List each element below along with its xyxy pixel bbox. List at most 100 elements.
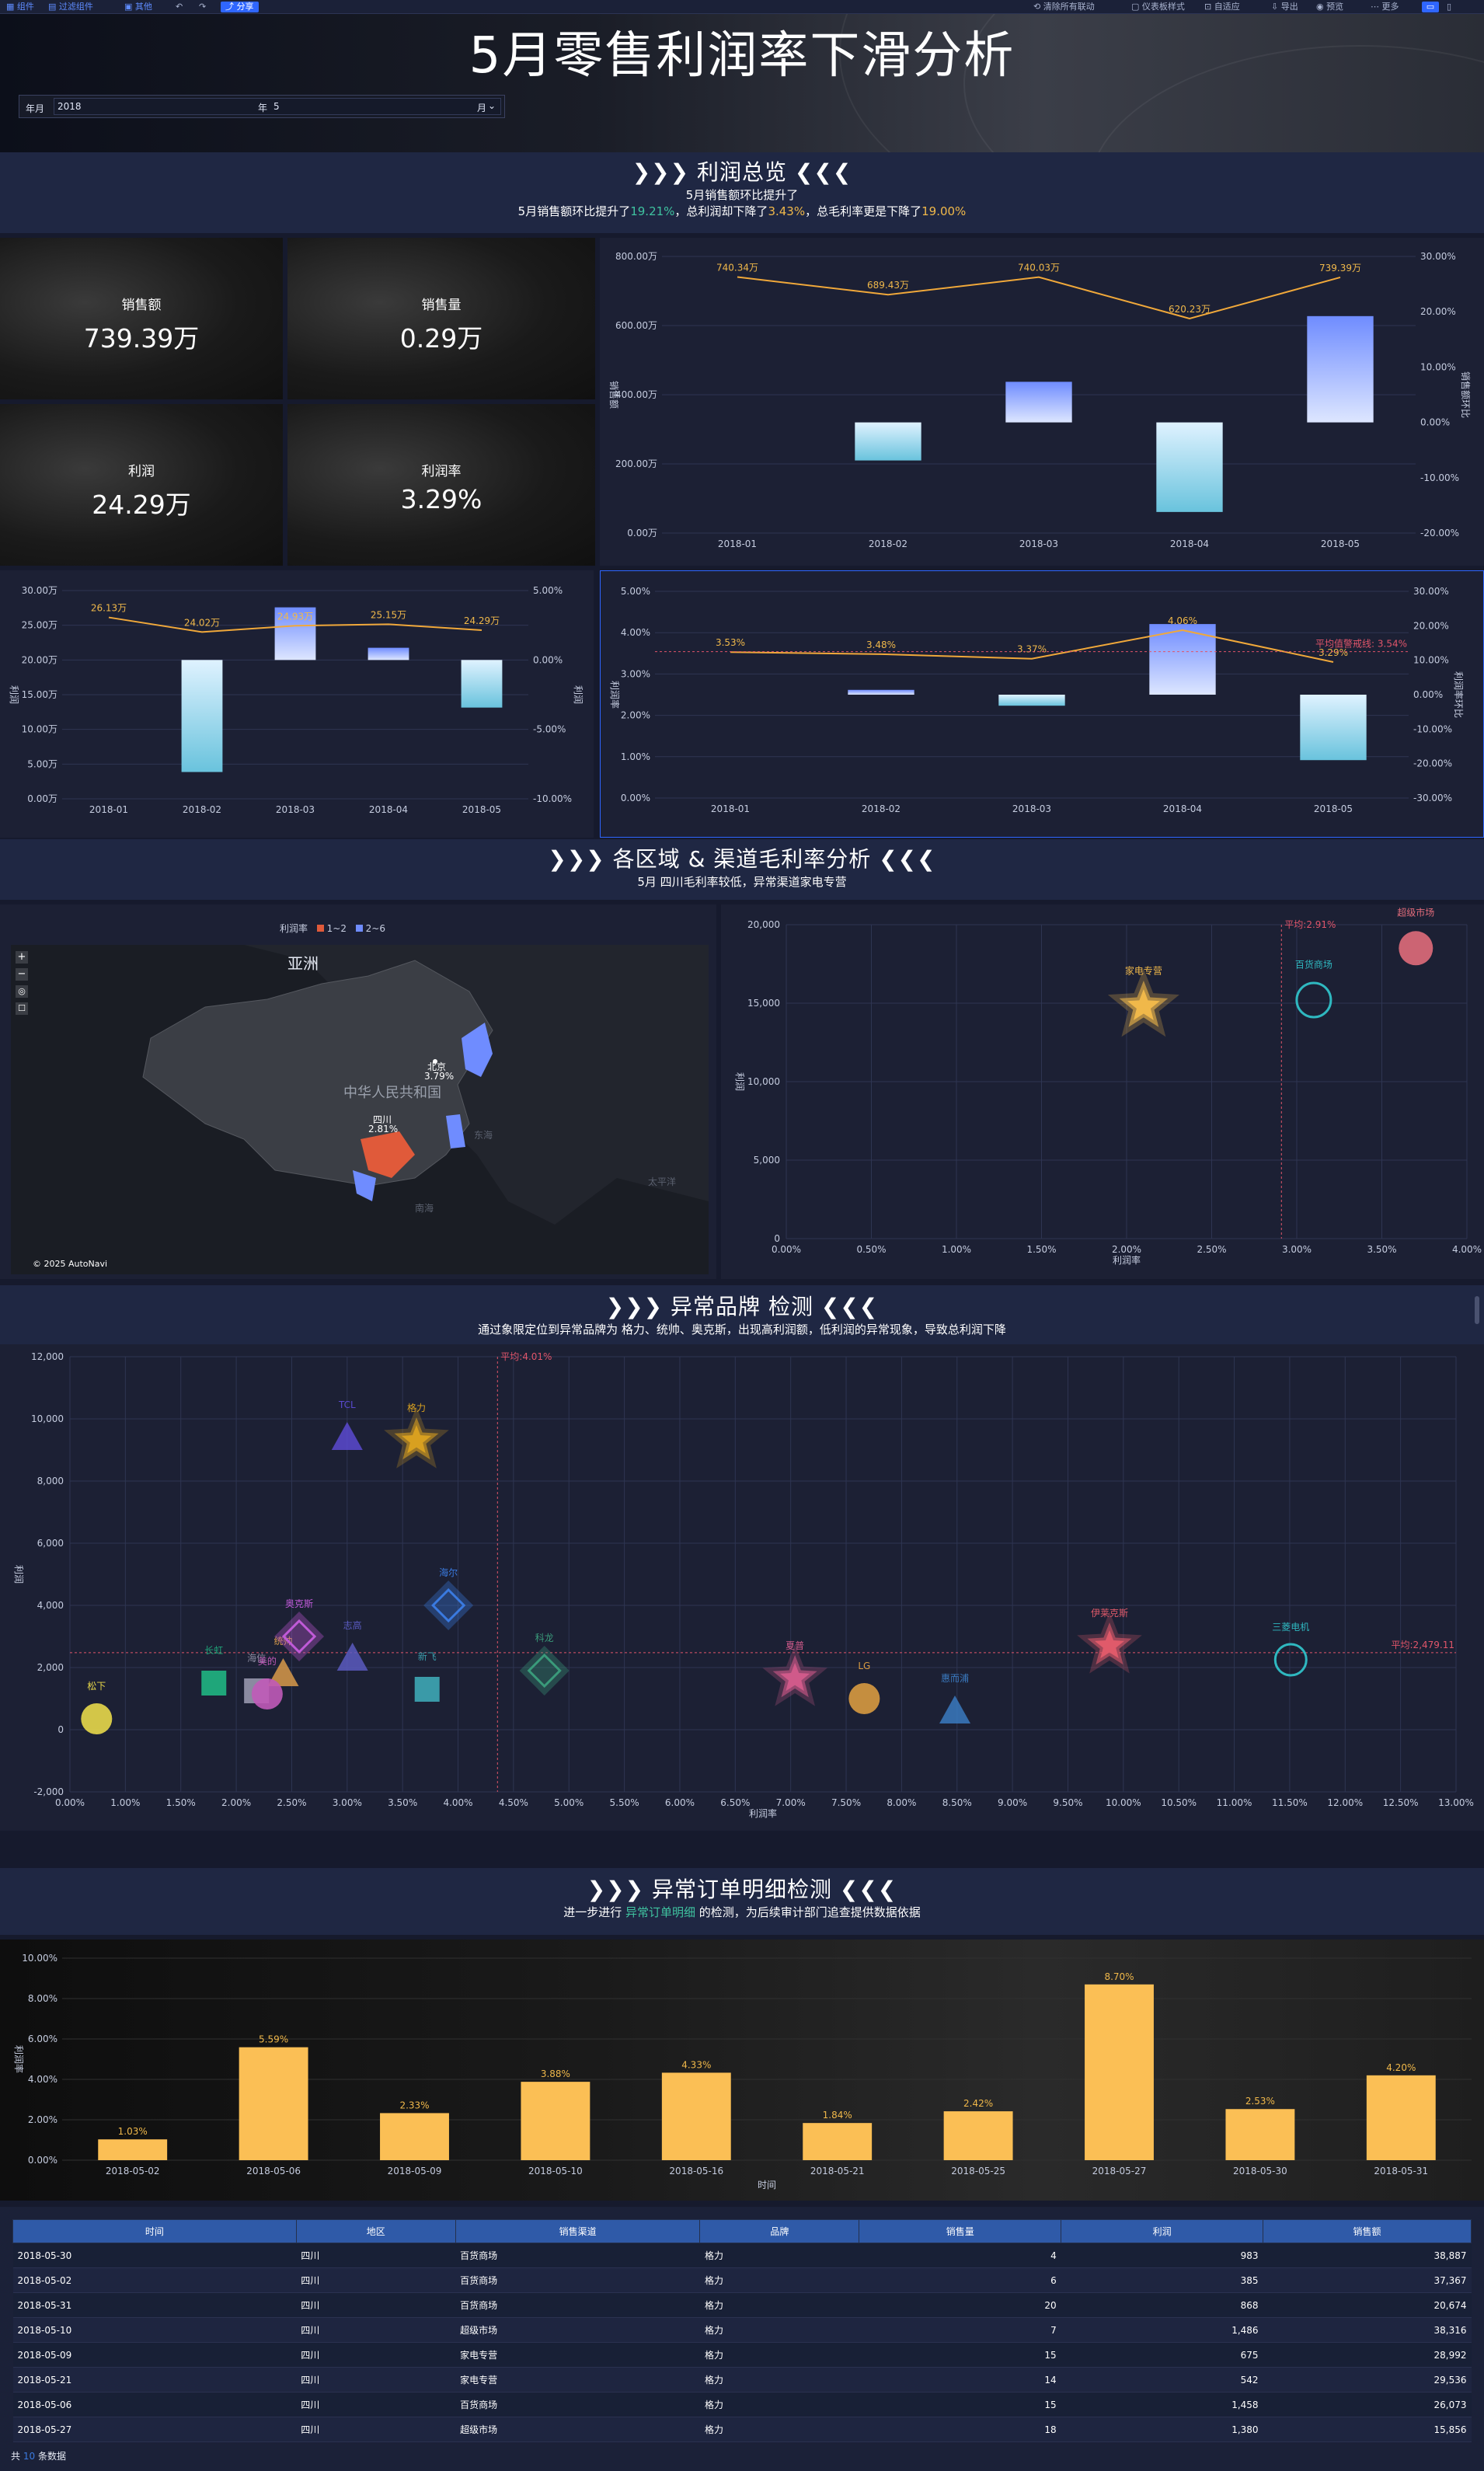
bar bbox=[521, 2082, 590, 2160]
x-tick-label: 2018-05-31 bbox=[1374, 2166, 1428, 2177]
zoom-out-button[interactable]: − bbox=[16, 968, 28, 981]
region-northeast bbox=[462, 1023, 493, 1077]
y2-tick-label: 5.00% bbox=[533, 585, 563, 596]
table-row[interactable]: 2018-05-31 四川 百货商场 格力 20 868 20,674 bbox=[12, 2292, 1472, 2318]
series-line bbox=[108, 616, 482, 633]
reference-label-x: 平均:4.01% bbox=[500, 1351, 552, 1362]
x-tick-label: 3.00% bbox=[333, 1797, 362, 1808]
table-row[interactable]: 2018-05-02 四川 百货商场 格力 6 385 37,367 bbox=[12, 2267, 1472, 2293]
margin-trend-panel[interactable]: 0.00% 1.00% 2.00% 3.00% 4.00% 5.00% -30.00% -20… bbox=[600, 570, 1484, 838]
filter-component-menu[interactable]: ▤ 过滤组件 bbox=[48, 2, 93, 12]
section-order-detail: ❯❯❯ 异常订单明细检测 ❮❮❮ 进一步进行 异常订单明细 的检测，为后续审计部… bbox=[0, 1868, 1484, 1935]
other-menu[interactable]: ▣ 其他 bbox=[124, 2, 152, 12]
column-header-quantity[interactable]: 销售量 bbox=[859, 2219, 1062, 2243]
map-label-asia: 亚洲 bbox=[287, 954, 319, 973]
adaptive-button[interactable]: ⊡ 自适应 bbox=[1204, 2, 1240, 12]
scrollbar-thumb[interactable] bbox=[1475, 1296, 1479, 1324]
table-row[interactable]: 2018-05-21 四川 家电专营 格力 14 542 29,536 bbox=[12, 2367, 1472, 2393]
table-cell: 百货商场 bbox=[455, 2243, 700, 2268]
dashboard-style-button[interactable]: ▢ 仪表板样式 bbox=[1131, 2, 1185, 12]
section-title-text: 各区域 & 渠道毛利率分析 bbox=[612, 846, 872, 872]
y-tick-label: 10.00% bbox=[22, 1953, 57, 1964]
y-tick-label: 10,000 bbox=[747, 1076, 780, 1087]
reference-label: 平均值警戒线: 3.54% bbox=[1315, 638, 1407, 650]
column-header-region[interactable]: 地区 bbox=[295, 2219, 456, 2243]
y2-tick-label: 30.00% bbox=[1420, 251, 1456, 262]
data-point bbox=[1399, 931, 1433, 966]
component-menu[interactable]: ▦ 组件 bbox=[6, 2, 34, 12]
year-month-filter[interactable]: 年月 2018 年 5 月 ⌄ bbox=[19, 95, 505, 118]
export-label: 导出 bbox=[1280, 2, 1298, 12]
y2-tick-label: 10.00% bbox=[1413, 655, 1449, 666]
table-cell: 2018-05-02 bbox=[12, 2267, 297, 2293]
column-header-profit[interactable]: 利润 bbox=[1061, 2219, 1264, 2243]
data-point bbox=[780, 1663, 810, 1692]
table-cell: 20,674 bbox=[1263, 2292, 1472, 2318]
year-month-select[interactable]: 2018 年 5 月 ⌄ bbox=[54, 98, 501, 115]
export-button[interactable]: ⇩ 导出 bbox=[1271, 2, 1298, 12]
data-label: 620.23万 bbox=[1169, 304, 1211, 315]
table-cell: 格力 bbox=[699, 2317, 859, 2343]
legend-title: 利润率 bbox=[280, 923, 308, 934]
data-point bbox=[527, 1653, 562, 1689]
table-cell: 38,887 bbox=[1263, 2243, 1472, 2268]
locate-button[interactable]: ◎ bbox=[16, 985, 28, 998]
table-row[interactable]: 2018-05-06 四川 百货商场 格力 15 1,458 26,073 bbox=[12, 2392, 1472, 2417]
chevron-down-icon[interactable]: ⌄ bbox=[488, 100, 496, 111]
map-mode-button[interactable]: ☐ bbox=[16, 1002, 28, 1015]
preview-label: 预览 bbox=[1326, 2, 1344, 12]
section-subtitle: 5月 四川毛利率较低，异常渠道家电专营 bbox=[637, 875, 847, 889]
data-label: 2.33% bbox=[399, 2100, 429, 2110]
zoom-in-button[interactable]: + bbox=[16, 951, 28, 964]
kpi-value: 0.29万 bbox=[399, 323, 483, 354]
column-header-time[interactable]: 时间 bbox=[12, 2219, 297, 2243]
order-margin-panel[interactable]: 0.00% 2.00% 4.00% 6.00% 8.00% 10.00% 利润率 时间 1.03… bbox=[0, 1940, 1484, 2201]
x-tick-label: 12.00% bbox=[1327, 1797, 1363, 1808]
filter-label: 年月 bbox=[26, 103, 45, 114]
x-tick-label: 2018-02 bbox=[183, 804, 221, 815]
table-row[interactable]: 2018-05-09 四川 家电专营 格力 15 675 28,992 bbox=[12, 2342, 1472, 2368]
y2-tick-label: -30.00% bbox=[1413, 793, 1452, 803]
table-row[interactable]: 2018-05-10 四川 超级市场 格力 7 1,486 38,316 bbox=[12, 2317, 1472, 2343]
column-header-channel[interactable]: 销售渠道 bbox=[455, 2219, 701, 2243]
column-header-sales[interactable]: 销售额 bbox=[1263, 2219, 1472, 2243]
table-cell: 百货商场 bbox=[455, 2267, 700, 2293]
kpi-value: 739.39万 bbox=[83, 323, 200, 354]
undo-icon[interactable]: ↶ bbox=[176, 2, 183, 12]
y2-tick-label: 20.00% bbox=[1413, 620, 1449, 631]
y-tick-label: 800.00万 bbox=[615, 251, 657, 262]
point-label: 松下 bbox=[87, 1681, 106, 1692]
table-cell: 格力 bbox=[699, 2292, 859, 2318]
desktop-view-icon[interactable]: ▭ bbox=[1422, 2, 1439, 12]
brand-scatter-panel[interactable]: -2,000 0 2,000 4,000 6,000 8,000 10,000 12,000 0… bbox=[0, 1344, 1484, 1831]
profit-trend-panel[interactable]: 0.00万 5.00万 10.00万 15.00万 20.00万 25.00万 30.00万… bbox=[0, 570, 594, 838]
data-label: 3.53% bbox=[716, 637, 745, 648]
x-tick-label: 2018-03 bbox=[276, 804, 315, 815]
table-row[interactable]: 2018-05-27 四川 超级市场 格力 18 1,380 15,856 bbox=[12, 2417, 1472, 2442]
preview-button[interactable]: ◉ 预览 bbox=[1316, 2, 1344, 12]
table-row[interactable]: 2018-05-30 四川 百货商场 格力 4 983 38,887 bbox=[12, 2243, 1472, 2268]
order-table-wrapper: 时间 地区 销售渠道 品牌 销售量 利润 销售额 2018-05-30 四川 百货商… bbox=[12, 2219, 1472, 2442]
x-tick-label: 2018-05-06 bbox=[246, 2166, 301, 2177]
column-header-brand[interactable]: 品牌 bbox=[699, 2219, 860, 2243]
share-button[interactable]: ⤴ 分享 bbox=[221, 2, 259, 12]
table-cell: 百货商场 bbox=[455, 2292, 700, 2318]
subtitle-text: 的检测，为后续审计部门追查提供数据依据 bbox=[698, 1905, 921, 1919]
redo-icon[interactable]: ↷ bbox=[199, 2, 207, 12]
map-label-south-sea: 南海 bbox=[415, 1203, 434, 1214]
x-tick-label: 2018-01 bbox=[718, 538, 757, 549]
sales-trend-panel[interactable]: 0.00万 200.00万 400.00万 600.00万 800.00万 -20.00%… bbox=[600, 238, 1484, 566]
more-button[interactable]: ⋯ 更多 bbox=[1371, 2, 1399, 12]
map-canvas[interactable]: 亚洲 中华人民共和国 北京 3.79% 四川 2.81% 太平洋 东海 南海 ©… bbox=[11, 945, 709, 1274]
subtitle-text: 5月销售额环比提升了 bbox=[517, 204, 631, 218]
channel-scatter-panel[interactable]: 0 5,000 10,000 15,000 20,000 0.00% 0.50% 1.00% 1… bbox=[721, 904, 1484, 1279]
data-label: 24.93万 bbox=[277, 611, 313, 622]
y-tick-label: 4.00% bbox=[28, 2074, 57, 2085]
clear-linkage-button[interactable]: ⟲ 清除所有联动 bbox=[1033, 2, 1095, 12]
point-label: 百货商场 bbox=[1295, 958, 1332, 970]
mobile-view-icon[interactable]: ▯ bbox=[1447, 2, 1452, 12]
table-cell: 14 bbox=[859, 2367, 1061, 2393]
x-tick-label: 2018-01 bbox=[89, 804, 128, 815]
clear-linkage-label: 清除所有联动 bbox=[1043, 2, 1095, 12]
